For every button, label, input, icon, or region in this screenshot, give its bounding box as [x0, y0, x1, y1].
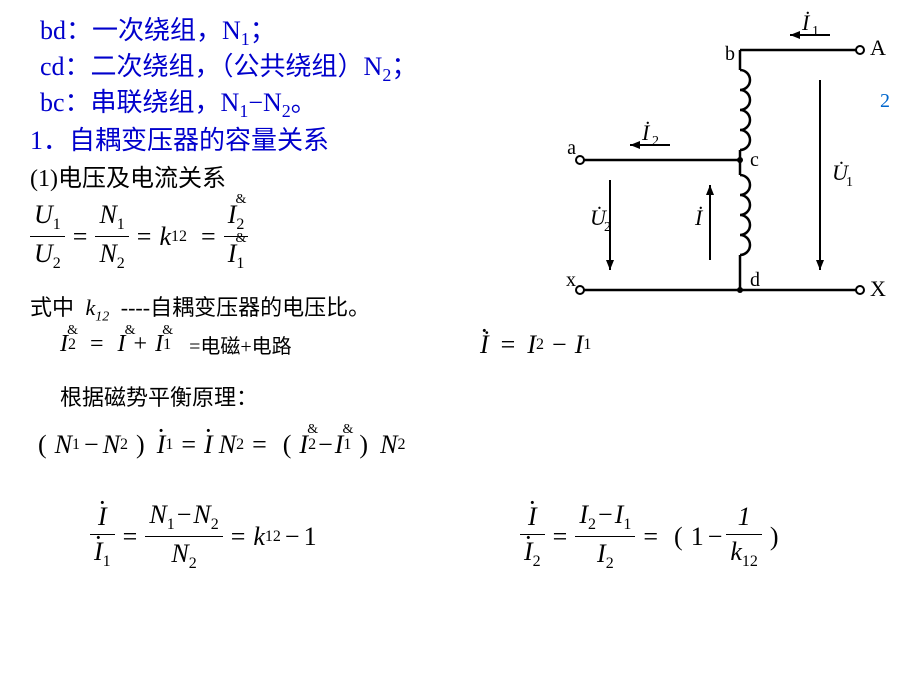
- frac-i-i1: I I1: [90, 502, 115, 571]
- equation-ratio-2: I I2 = I2−I1 I2 = (1 − 1 k12 ): [520, 500, 787, 573]
- label-I1-sub: 1: [812, 24, 819, 39]
- label-d: d: [750, 269, 760, 291]
- line2-prefix: cd：二次绕组，（公共绕组）N: [40, 52, 382, 81]
- label-U2-sub: 2: [604, 220, 611, 235]
- label-A: A: [870, 35, 886, 60]
- header-line-1: bd：一次绕组，N1；: [40, 10, 276, 50]
- subsection-title: (1)电压及电流关系: [30, 158, 226, 193]
- autotransformer-diagram: A X a x b c d İ 1 İ 2 İ U̇ 1 U̇ 2: [550, 10, 890, 330]
- equation-i-diff: İ = I2 − I1: [480, 330, 591, 360]
- section-title: 1．自耦变压器的容量关系: [30, 120, 329, 157]
- frac-i2i1-i2: I2−I1 I2: [575, 500, 635, 573]
- label-a: a: [567, 137, 576, 159]
- frac-1-k12: 1 k12: [726, 502, 762, 571]
- label-I: İ: [694, 205, 704, 230]
- label-X: X: [870, 276, 886, 301]
- label-I2-sub: 2: [652, 134, 659, 149]
- equation-i2-decomp: I2 = I + I1 =电磁+电路: [60, 330, 292, 359]
- label-U1-sub: 1: [846, 175, 853, 190]
- frac-i-i2: I I2: [520, 502, 545, 571]
- note-k12: 式中 k12 ----自耦变压器的电压比。: [30, 290, 370, 325]
- equation-voltage-ratio: U1 U2 = N1 N2 = k12 = I2 I1: [30, 200, 248, 273]
- line3-mid: −N: [248, 88, 281, 117]
- label-x: x: [566, 269, 576, 291]
- line3-sub2: 2: [282, 101, 291, 121]
- line2-suffix: ；: [391, 52, 417, 81]
- label-I2: İ: [641, 120, 651, 145]
- label-b: b: [725, 43, 735, 65]
- label-c: c: [750, 149, 759, 171]
- line1-prefix: bd：一次绕组，N: [40, 16, 241, 45]
- frac-n1n2-n2: N1−N2 N2: [145, 500, 222, 573]
- circuit-svg: A X a x b c d İ 1 İ 2 İ U̇ 1 U̇ 2: [550, 10, 890, 330]
- line2-sub: 2: [382, 65, 391, 85]
- equation-ratio-1: I I1 = N1−N2 N2 = k12 − 1: [90, 500, 317, 573]
- header-line-3: bc：串联绕组，N1−N2。: [40, 82, 317, 122]
- line3-sub1: 1: [239, 101, 248, 121]
- frac-n1-n2: N1 N2: [95, 200, 128, 273]
- line1-suffix: ；: [250, 16, 276, 45]
- frac-u1-u2: U1 U2: [30, 200, 65, 273]
- equation-mmf-balance: (N1 − N2) I1 = I N2 = (I2 − I1) N2: [30, 430, 405, 460]
- frac-i2-i1: I2 I1: [224, 200, 249, 273]
- line3-prefix: bc：串联绕组，N: [40, 88, 239, 117]
- header-line-2: cd：二次绕组，（公共绕组）N2；: [40, 46, 417, 86]
- label-I1: İ: [801, 10, 811, 35]
- note-mmf: 根据磁势平衡原理：: [60, 380, 258, 412]
- line3-suffix: 。: [291, 88, 317, 117]
